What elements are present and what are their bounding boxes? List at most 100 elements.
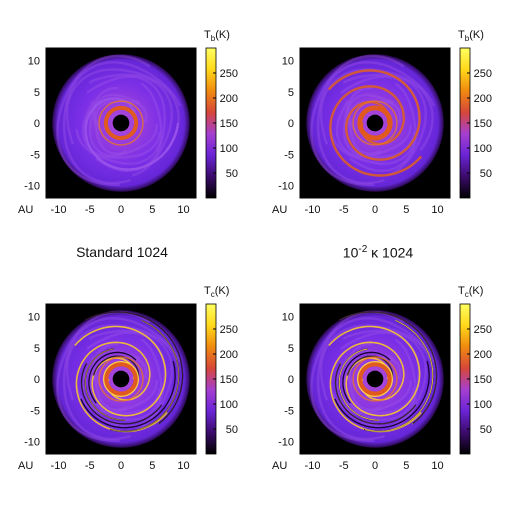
heatmap-image — [46, 304, 196, 454]
colorbar-tick-label: 200 — [220, 93, 238, 105]
spiral-arm — [327, 69, 421, 161]
spiral-arm — [75, 341, 168, 433]
x-tick-label: -10 — [51, 460, 67, 472]
panel-bottom-left: -10 -5 0 5 10 AU 10 5 0 -5 -10 50 100 150 200 250 Tc(K) — [14, 285, 244, 486]
disk-texture-arc — [75, 338, 163, 422]
disk-texture-arc — [81, 100, 161, 159]
colorbar-tick-label: 150 — [220, 374, 238, 386]
y-tick-label: 5 — [34, 343, 40, 355]
disk-texture-arc — [316, 60, 436, 185]
bright-filament — [364, 319, 434, 432]
bright-filament — [110, 319, 180, 432]
bright-filament — [338, 348, 380, 421]
inner-hot-ring — [357, 361, 393, 397]
colorbar-title: Tc(K) — [204, 285, 229, 299]
colorbar-title: Tb(K) — [458, 29, 484, 43]
dark-filament — [337, 311, 438, 424]
caption-right-base: 10 — [342, 244, 359, 261]
x-axis-label: AU — [272, 460, 287, 472]
x-tick-label: -10 — [51, 204, 67, 216]
disk-texture-arc — [62, 316, 182, 441]
disk-texture-arc — [88, 86, 159, 158]
inner-hot-ring — [357, 105, 393, 141]
dark-filament — [83, 311, 184, 424]
colorbar-tick-label: 50 — [480, 168, 492, 180]
y-tick-label: 5 — [34, 87, 40, 99]
caption-right-exponent: -2 — [358, 244, 368, 255]
x-tick-label: 0 — [372, 460, 378, 472]
colorbar-tick-label: 200 — [220, 349, 238, 361]
colorbar-tick-label: 250 — [220, 68, 238, 80]
dark-filament — [334, 360, 430, 429]
x-tick-label: 10 — [177, 204, 189, 216]
panel-top-left: -10 -5 0 5 10 AU 10 5 0 -5 -10 50 100 150 200 250 Tb(K) — [14, 29, 244, 230]
colorbar-tick-label: 200 — [474, 349, 492, 361]
bright-filament — [84, 348, 126, 421]
inner-hot-ring-outer — [98, 356, 144, 402]
colorbar-tick-label: 100 — [474, 399, 492, 411]
caption-left: Standard 1024 — [22, 244, 222, 260]
y-tick-label: -5 — [284, 149, 294, 161]
dark-filament — [80, 360, 176, 429]
x-tick-label: 10 — [431, 460, 443, 472]
spiral-arm — [74, 325, 167, 417]
x-tick-label: -10 — [305, 460, 321, 472]
colorbar-tick-label: 50 — [226, 168, 238, 180]
y-tick-label: -10 — [24, 437, 40, 449]
colorbar-tick-label: 150 — [220, 118, 238, 130]
disk-texture-arc — [88, 73, 174, 177]
inner-hot-ring-outer — [352, 356, 398, 402]
dark-filament — [342, 351, 391, 404]
disk-texture-arc — [92, 93, 141, 155]
disk-texture-arc — [65, 68, 180, 152]
x-axis-label: AU — [18, 460, 33, 472]
disk-texture-arc — [88, 329, 174, 433]
x-axis-label: AU — [18, 204, 33, 216]
colorbar-tick-label: 150 — [474, 374, 492, 386]
y-tick-label: 0 — [288, 374, 294, 386]
x-tick-label: 5 — [403, 204, 409, 216]
dark-filament — [334, 363, 417, 425]
disk-texture-arc — [81, 356, 161, 415]
disk-texture-arc — [329, 338, 417, 422]
dark-filament — [80, 363, 163, 425]
x-tick-label: 10 — [177, 460, 189, 472]
y-tick-label: -5 — [30, 405, 40, 417]
caption-left-text: Standard 1024 — [76, 244, 168, 260]
spiral-arm — [329, 85, 423, 177]
y-tick-label: 5 — [288, 343, 294, 355]
disk-texture-arc — [342, 86, 413, 158]
dark-filament — [88, 351, 137, 404]
inner-hot-ring — [103, 105, 139, 141]
heatmap-image — [300, 48, 450, 198]
x-tick-label: -5 — [85, 460, 95, 472]
y-tick-label: 0 — [34, 374, 40, 386]
y-tick-label: -5 — [284, 405, 294, 417]
heatmap-image — [300, 304, 450, 454]
caption-right-suffix: κ 1024 — [367, 244, 414, 261]
x-tick-label: -10 — [305, 204, 321, 216]
colorbar-tick-label: 150 — [474, 118, 492, 130]
y-tick-label: -10 — [24, 181, 40, 193]
colorbar-title: Tc(K) — [458, 285, 483, 299]
x-tick-label: -5 — [339, 460, 349, 472]
x-tick-label: 10 — [431, 204, 443, 216]
y-tick-label: 10 — [282, 56, 294, 68]
y-tick-label: -10 — [278, 181, 294, 193]
x-tick-label: -5 — [85, 204, 95, 216]
central-hole — [112, 114, 130, 132]
colorbar-tick-label: 100 — [220, 399, 238, 411]
disk-texture-arc — [329, 82, 417, 166]
colorbar-tick-label: 50 — [226, 424, 238, 436]
y-tick-label: 10 — [28, 56, 40, 68]
disk-texture-arc — [316, 316, 436, 441]
colorbar-tick-label: 100 — [474, 143, 492, 155]
central-hole — [112, 370, 130, 388]
colorbar-tick-label: 250 — [220, 324, 238, 336]
disk-texture-arc — [310, 54, 405, 186]
y-tick-label: 5 — [288, 87, 294, 99]
